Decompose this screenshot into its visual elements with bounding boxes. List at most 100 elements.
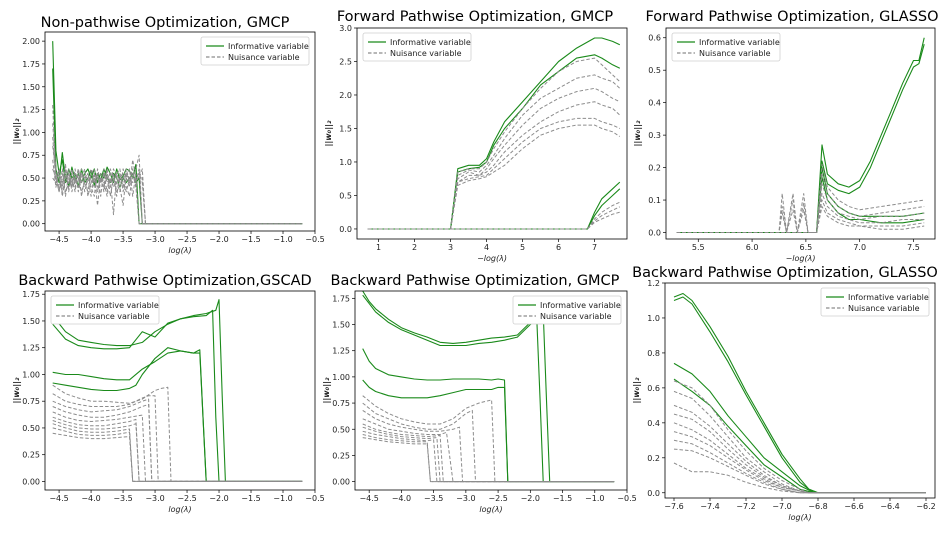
x-tick-label: −2.5 [177, 235, 196, 244]
plot-area: −4.5 −4.0 −3.5 −3.0 −2.5 −2.0 −1.5 −1.0 −0.5 0.00… [322, 290, 637, 514]
y-tick-label: 1.25 [22, 106, 40, 115]
x-tick-label: 6.5 [800, 243, 813, 252]
plot-area: 1 2 3 4 5 6 7 0.0 0.5 1.0 1.5 2.0 2.5 3.0 −log(λ) ||w₀|… [324, 24, 628, 263]
panel-title: Forward Pathwise Optimization, GLASSO [645, 9, 938, 25]
y-tick-label: 0.25 [22, 451, 40, 460]
x-tick-label: 7.5 [907, 243, 920, 252]
x-tick-label: −2.0 [521, 494, 540, 503]
informative-line-1 [673, 296, 926, 494]
y-tick-label: 0.0 [648, 229, 661, 238]
x-axis-label: log(λ) [168, 505, 191, 514]
legend-nuisance-label: Nuisance variable [540, 312, 612, 321]
legend-nuisance-label: Nuisance variable [699, 49, 771, 58]
informative-line-2 [362, 348, 615, 483]
y-tick-label: 0.3 [648, 131, 661, 140]
panel-nonpathwise-gmcp: Non-pathwise Optimization, GMCP −4.5 −4.0… [12, 15, 325, 255]
informative-line-0 [367, 37, 621, 230]
y-tick-label: 0.4 [647, 419, 660, 428]
informative-line-3 [676, 176, 925, 234]
y-tick-label: 0.2 [648, 164, 661, 173]
y-axis-label: ||w₀||₂ [632, 377, 641, 404]
panel-forward-gmcp: Forward Pathwise Optimization, GMCP 1 2 3 4… [324, 9, 628, 263]
x-tick-label: −4.0 [81, 494, 100, 503]
legend-nuisance-label: Nuisance variable [78, 312, 150, 321]
y-axis-label: ||w₀||₂ [322, 377, 331, 404]
plot-frame [44, 31, 316, 232]
y-tick-label: 0.25 [332, 451, 350, 460]
nuisance-line-4 [676, 163, 925, 233]
x-tick-label: 6 [556, 243, 561, 252]
nuisance-line-7 [52, 403, 303, 482]
legend-informative-label: Informative variable [848, 293, 929, 302]
y-tick-label: 0.2 [647, 454, 660, 463]
informative-line-0 [52, 41, 303, 225]
y-tick-label: 0.75 [22, 397, 40, 406]
informative-line-3 [673, 378, 926, 494]
nuisance-line-9 [362, 426, 615, 483]
nuisance-line-8 [676, 199, 925, 233]
informative-line-3 [52, 347, 303, 482]
informative-line-1 [676, 44, 925, 234]
informative-line-2 [52, 349, 303, 482]
y-tick-label: 1.50 [332, 321, 350, 330]
x-tick-label: −1.5 [241, 235, 260, 244]
y-tick-label: 1.50 [22, 83, 40, 92]
y-tick-label: 1.00 [332, 373, 350, 382]
x-tick-label: −6.4 [880, 502, 899, 511]
y-tick-label: 0.5 [648, 66, 661, 75]
plot-area: −4.5 −4.0 −3.5 −3.0 −2.5 −2.0 −1.5 −1.0 −0.5 0.00… [12, 31, 325, 255]
x-tick-label: −4.5 [49, 235, 68, 244]
plot-area: −7.6 −7.4 −7.2 −7.0 −6.8 −6.6 −6.4 −6.2 0.0 0.2 0.… [632, 279, 936, 522]
nuisance-line-7 [362, 418, 615, 483]
nuisance-line-5 [673, 390, 926, 494]
plot-frame [44, 290, 316, 491]
x-tick-label: −7.0 [772, 502, 791, 511]
x-tick-label: −1.5 [553, 494, 572, 503]
x-tick-label: −0.5 [305, 235, 324, 244]
x-tick-label: 4 [484, 243, 489, 252]
x-tick-label: −2.0 [209, 494, 228, 503]
y-axis-label: ||w₀||₂ [12, 118, 21, 145]
legend: Informative variable Nuisance variable [50, 295, 160, 325]
nuisance-line-6 [362, 409, 615, 483]
panel-title: Backward Pathwise Optimization, GMCP [331, 273, 620, 289]
informative-line-0 [676, 37, 925, 234]
legend-box [362, 32, 472, 62]
x-tick-label: −2.5 [177, 494, 196, 503]
y-tick-label: 0.8 [647, 349, 660, 358]
nuisance-line-7 [367, 101, 621, 230]
legend-informative-label: Informative variable [228, 42, 309, 51]
nuisance-line-10 [673, 439, 926, 494]
y-tick-label: 1.75 [22, 290, 40, 299]
x-axis-label: −log(λ) [786, 254, 816, 263]
series-group [362, 290, 615, 483]
y-axis-label: ||w₀||₂ [324, 120, 333, 147]
x-tick-label: 5 [520, 243, 525, 252]
x-tick-label: −6.2 [916, 502, 935, 511]
nuisance-line-11 [367, 206, 621, 230]
nuisance-line-5 [676, 173, 925, 233]
x-axis-label: −log(λ) [477, 254, 507, 263]
series-group [52, 41, 303, 225]
x-tick-label: −4.0 [81, 235, 100, 244]
plot-frame [356, 27, 628, 240]
nuisance-line-10 [52, 420, 303, 482]
x-tick-label: −4.0 [392, 494, 411, 503]
y-tick-label: 0.0 [339, 225, 352, 234]
x-tick-label: −1.0 [273, 494, 292, 503]
x-axis-label: log(λ) [788, 513, 811, 522]
x-tick-label: −7.6 [664, 502, 683, 511]
nuisance-line-4 [673, 380, 926, 494]
plot-frame [354, 290, 628, 491]
x-tick-label: 1 [376, 243, 381, 252]
legend-box [50, 295, 160, 325]
nuisance-line-4 [52, 136, 303, 225]
legend-box [820, 287, 930, 317]
nuisance-line-12 [52, 427, 303, 482]
legend-nuisance-label: Nuisance variable [848, 304, 920, 313]
nuisance-line-13 [52, 432, 303, 482]
nuisance-line-12 [367, 211, 620, 230]
x-tick-label: −2.5 [488, 494, 507, 503]
plot-area: 5.5 6.0 6.5 7.0 7.5 0.0 0.1 0.2 0.3 0.4 0.5 0.6 −log… [633, 27, 936, 263]
